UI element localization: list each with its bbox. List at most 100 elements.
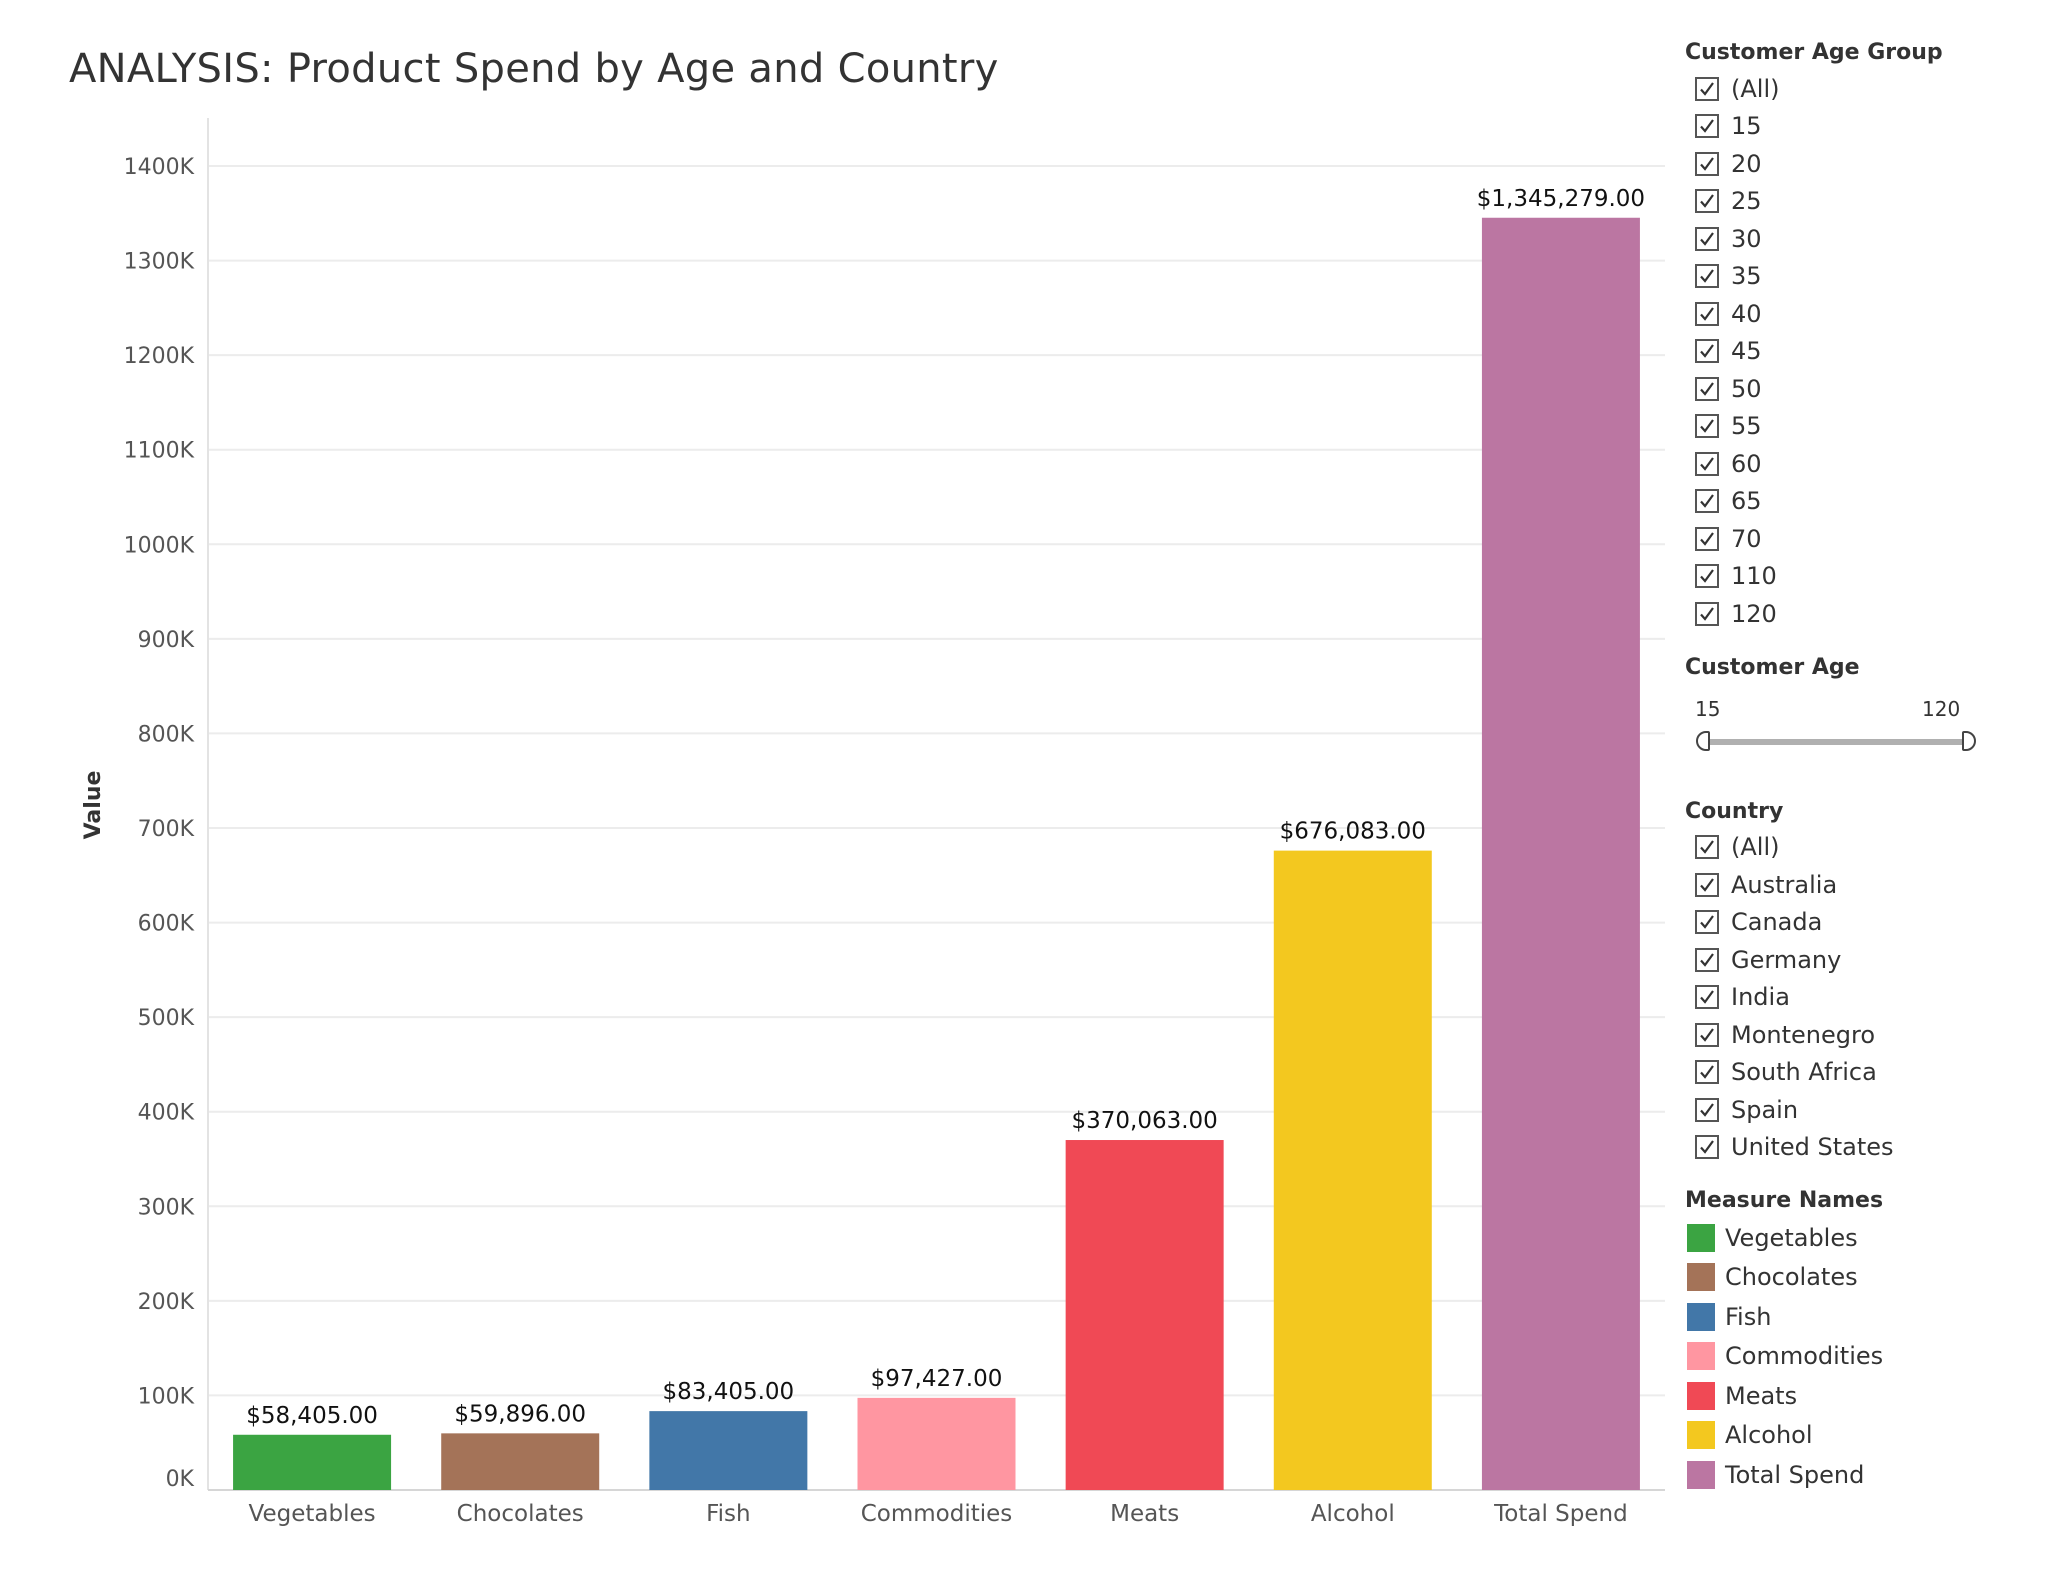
age-group-option-55[interactable]: 55 [1685,408,2025,446]
legend-item-chocolates[interactable]: Chocolates [1685,1258,2025,1298]
country-option-label: Australia [1731,870,1838,899]
legend-swatch [1687,1263,1715,1292]
checkbox-checked-icon[interactable] [1695,264,1719,289]
slider-track[interactable] [1703,738,1965,745]
country-filter-heading: Country [1685,798,1784,824]
y-tick-label: 1100K [124,439,195,464]
checkbox-checked-icon[interactable] [1695,1135,1719,1160]
country-option-spain[interactable]: Spain [1685,1091,2025,1129]
checkbox-checked-icon[interactable] [1695,226,1719,251]
legend-label: Vegetables [1725,1223,1858,1252]
country-option-all[interactable]: (All) [1685,829,2025,867]
x-tick-label: Alcohol [1311,1501,1395,1527]
checkbox-checked-icon[interactable] [1695,114,1719,139]
age-group-option-label: 25 [1731,187,1762,216]
age-group-option-label: 60 [1731,449,1762,478]
legend-item-total-spend[interactable]: Total Spend [1685,1455,2025,1495]
age-group-option-25[interactable]: 25 [1685,183,2025,221]
country-option-label: Spain [1731,1095,1799,1124]
age-group-option-60[interactable]: 60 [1685,445,2025,483]
legend-swatch [1687,1460,1715,1489]
country-option-label: Canada [1731,908,1823,937]
checkbox-checked-icon[interactable] [1695,835,1719,860]
age-group-option-50[interactable]: 50 [1685,370,2025,408]
age-group-option-label: 45 [1731,337,1762,366]
age-group-option-label: 30 [1731,224,1762,253]
age-group-option-label: 120 [1731,599,1777,628]
y-tick-label: 1000K [124,533,195,558]
y-tick-label: 1300K [124,250,195,275]
age-group-option-40[interactable]: 40 [1685,295,2025,333]
legend-item-meats[interactable]: Meats [1685,1376,2025,1416]
data-labels: $58,405.00 $59,896.00 $83,405.00 $97,427.00… [246,186,1645,1429]
bar-commodities[interactable] [857,1397,1016,1490]
age-group-option-20[interactable]: 20 [1685,145,2025,183]
checkbox-checked-icon[interactable] [1695,151,1719,176]
legend-swatch [1687,1381,1715,1410]
customer-age-slider[interactable]: 15 120 [1685,685,2025,795]
age-group-option-45[interactable]: 45 [1685,333,2025,371]
checkbox-checked-icon[interactable] [1695,451,1719,476]
checkbox-checked-icon[interactable] [1695,985,1719,1010]
country-option-label: Germany [1731,945,1842,974]
bar-chocolates[interactable] [441,1433,600,1490]
checkbox-checked-icon[interactable] [1695,76,1719,101]
legend-item-alcohol[interactable]: Alcohol [1685,1416,2025,1456]
bars [233,217,1640,1490]
x-tick-label: Commodities [861,1501,1013,1527]
data-label: $97,427.00 [871,1366,1003,1392]
checkbox-checked-icon[interactable] [1695,601,1719,626]
legend-label: Alcohol [1725,1421,1813,1450]
y-tick-label: 300K [138,1195,195,1220]
age-group-option-70[interactable]: 70 [1685,520,2025,558]
checkbox-checked-icon[interactable] [1695,189,1719,214]
age-group-option-65[interactable]: 65 [1685,483,2025,521]
age-group-option-110[interactable]: 110 [1685,558,2025,596]
bar-vegetables[interactable] [233,1434,392,1490]
legend-item-fish[interactable]: Fish [1685,1297,2025,1337]
checkbox-checked-icon[interactable] [1695,414,1719,439]
checkbox-checked-icon[interactable] [1695,910,1719,935]
country-option-canada[interactable]: Canada [1685,904,2025,942]
country-option-australia[interactable]: Australia [1685,866,2025,904]
bar-total-spend[interactable] [1481,217,1640,1490]
age-group-option-120[interactable]: 120 [1685,595,2025,633]
age-group-option-30[interactable]: 30 [1685,220,2025,258]
legend-label: Commodities [1725,1342,1884,1371]
legend-swatch [1687,1223,1715,1252]
country-option-montenegro[interactable]: Montenegro [1685,1016,2025,1054]
slider-min-handle[interactable] [1696,730,1710,751]
y-tick-label: 800K [138,722,195,747]
country-option-label: United States [1731,1133,1894,1162]
data-label: $370,063.00 [1071,1108,1217,1134]
bar-alcohol[interactable] [1273,850,1432,1490]
checkbox-checked-icon[interactable] [1695,947,1719,972]
checkbox-checked-icon[interactable] [1695,489,1719,514]
slider-max-handle[interactable] [1962,730,1976,751]
bar-chart: $58,405.00 $59,896.00 $83,405.00 $97,427.00… [81,118,1665,1527]
checkbox-checked-icon[interactable] [1695,1060,1719,1085]
legend-label: Meats [1725,1381,1798,1410]
country-option-united-states[interactable]: United States [1685,1129,2025,1167]
legend-item-vegetables[interactable]: Vegetables [1685,1218,2025,1258]
checkbox-checked-icon[interactable] [1695,526,1719,551]
checkbox-checked-icon[interactable] [1695,376,1719,401]
checkbox-checked-icon[interactable] [1695,1097,1719,1122]
country-option-south-africa[interactable]: South Africa [1685,1054,2025,1092]
legend-item-commodities[interactable]: Commodities [1685,1337,2025,1377]
x-tick-label: Chocolates [457,1501,584,1527]
checkbox-checked-icon[interactable] [1695,339,1719,364]
country-option-label: (All) [1731,833,1780,862]
age-group-option-15[interactable]: 15 [1685,108,2025,146]
age-group-option-label: 40 [1731,299,1762,328]
checkbox-checked-icon[interactable] [1695,301,1719,326]
country-option-germany[interactable]: Germany [1685,941,2025,979]
bar-meats[interactable] [1065,1140,1224,1490]
checkbox-checked-icon[interactable] [1695,872,1719,897]
country-option-india[interactable]: India [1685,979,2025,1017]
checkbox-checked-icon[interactable] [1695,1022,1719,1047]
age-group-option-all[interactable]: (All) [1685,70,2025,108]
age-group-option-35[interactable]: 35 [1685,258,2025,296]
checkbox-checked-icon[interactable] [1695,564,1719,589]
bar-fish[interactable] [649,1411,808,1490]
